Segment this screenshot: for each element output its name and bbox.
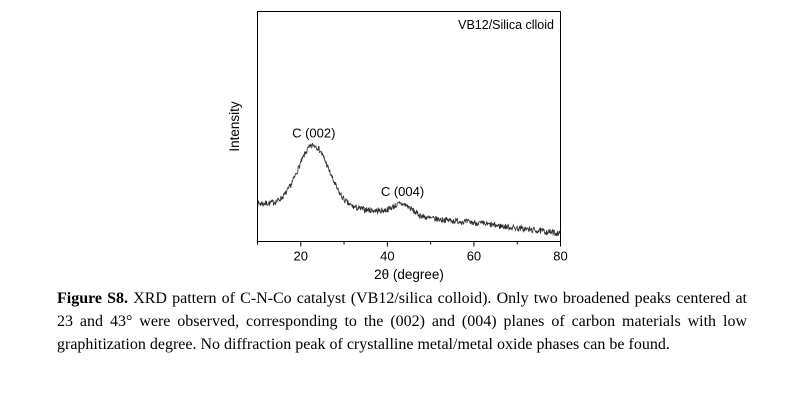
x-tick-label: 60 — [467, 249, 481, 264]
peak-label: C (002) — [292, 125, 335, 140]
xrd-chart: 20 40 60 80 C (002) C (004) VB12/Silica cllo… — [227, 11, 568, 282]
figure-caption: Figure S8. XRD pattern of C-N-Co catalys… — [57, 288, 747, 357]
plot-border — [257, 11, 561, 242]
x-axis-ticks: 20 40 60 80 — [257, 241, 568, 264]
peak-label: C (004) — [381, 184, 424, 199]
caption-figure-label: Figure S8. — [57, 290, 129, 307]
x-tick-label: 40 — [380, 249, 394, 264]
y-axis-title: Intensity — [227, 101, 242, 152]
caption-text: XRD pattern of C-N-Co catalyst (VB12/sil… — [57, 290, 747, 353]
x-tick-label: 80 — [553, 249, 567, 264]
x-axis-title: 2θ (degree) — [374, 267, 444, 282]
xrd-curve — [257, 142, 561, 237]
peak-labels: C (002) C (004) — [292, 125, 424, 199]
xrd-figure: 20 40 60 80 C (002) C (004) VB12/Silica cllo… — [225, 2, 585, 292]
legend-label: VB12/Silica clloid — [458, 18, 554, 32]
x-tick-label: 20 — [294, 249, 308, 264]
